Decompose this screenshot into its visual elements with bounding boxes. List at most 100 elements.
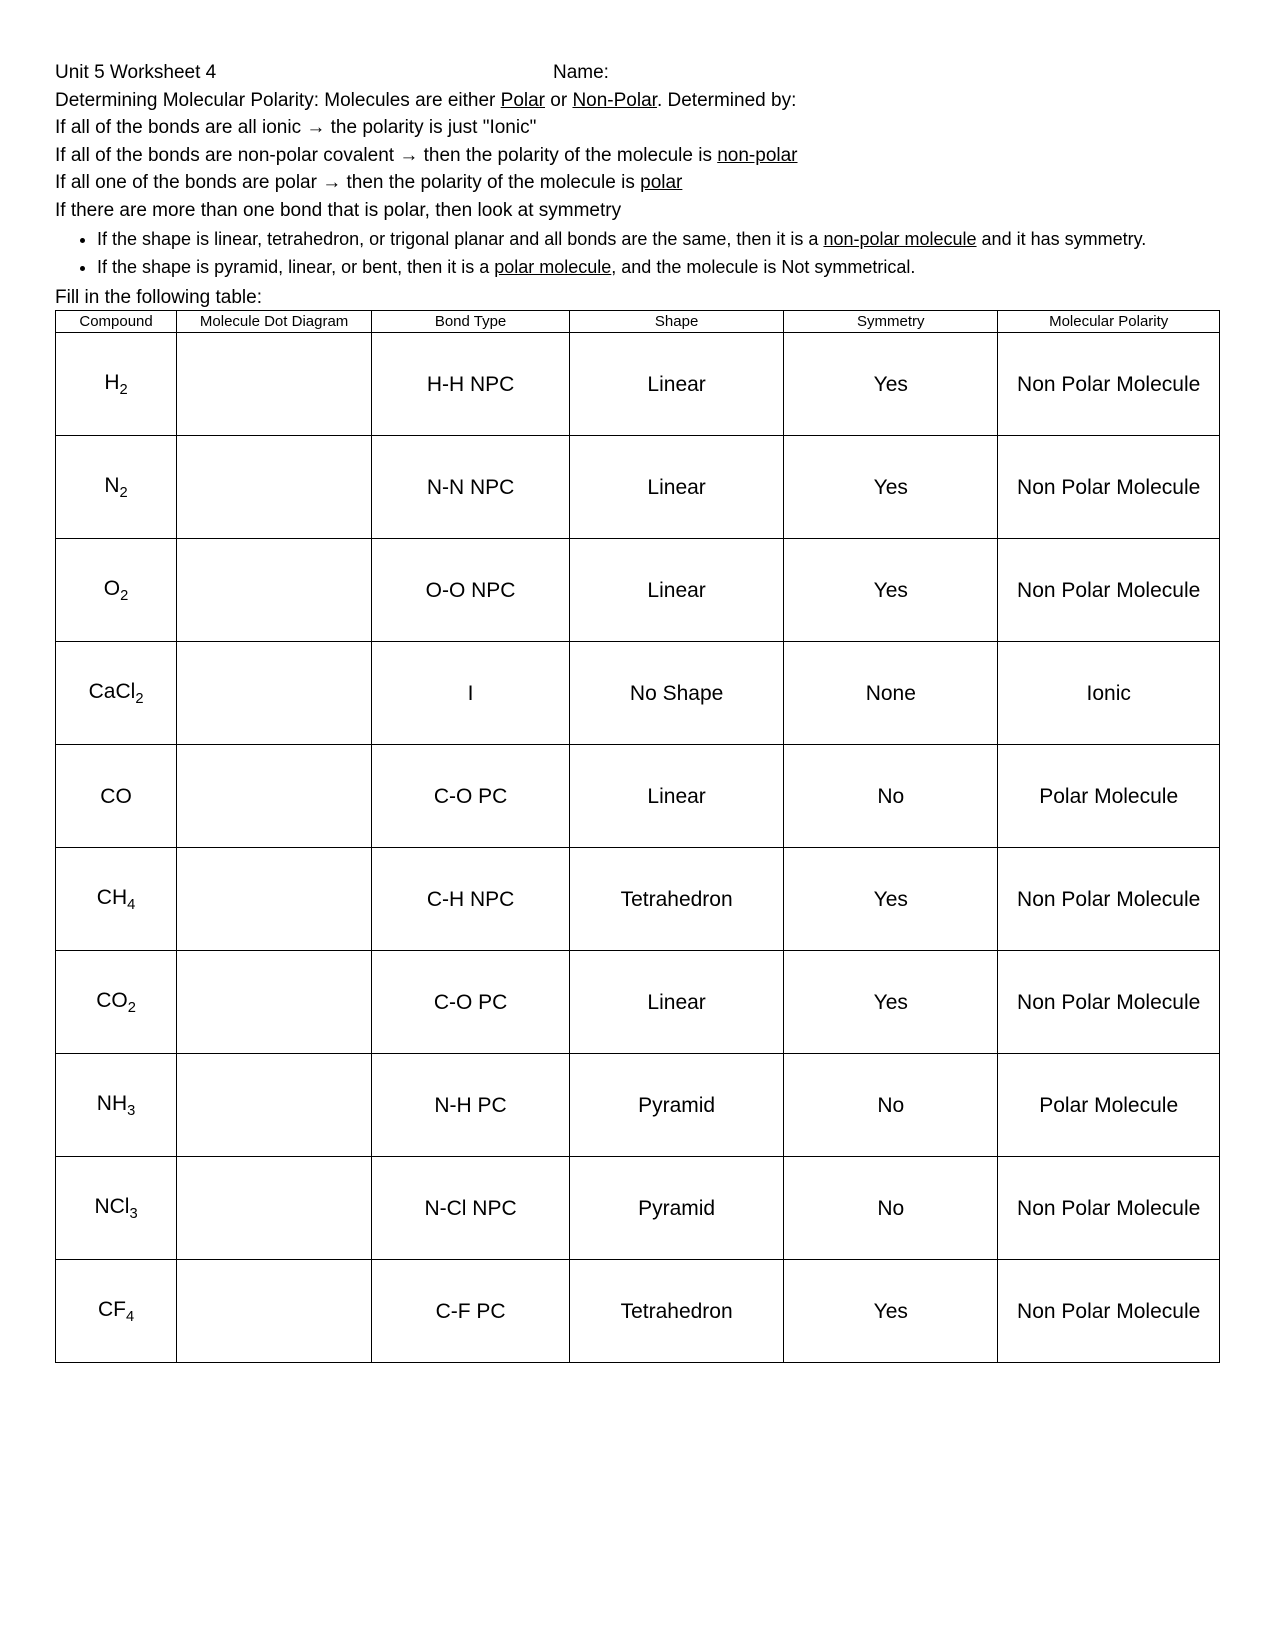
cell-dot-diagram (177, 333, 372, 436)
cell-symmetry: No (784, 1157, 998, 1260)
line1-pre: Determining Molecular Polarity: Molecule… (55, 90, 501, 111)
cell-dot-diagram (177, 436, 372, 539)
cell-polarity: Polar Molecule (998, 1054, 1220, 1157)
worksheet-header: Unit 5 Worksheet 4 Name: Determining Mol… (55, 60, 1220, 279)
cell-shape: Linear (570, 436, 784, 539)
line4-pre: If all one of the bonds are polar → then… (55, 172, 640, 193)
cell-bond-type: C-H NPC (372, 848, 570, 951)
table-row: H2H-H NPCLinearYesNon Polar Molecule (56, 333, 1220, 436)
cell-polarity: Polar Molecule (998, 745, 1220, 848)
line3-underline: non-polar (717, 145, 797, 166)
col-header-symmetry: Symmetry (784, 311, 998, 333)
cell-compound: H2 (56, 333, 177, 436)
bullet1-underline: non-polar molecule (823, 229, 976, 249)
cell-compound: CaCl2 (56, 642, 177, 745)
cell-shape: Pyramid (570, 1157, 784, 1260)
instruction-line-4: If all one of the bonds are polar → then… (55, 170, 1220, 197)
cell-dot-diagram (177, 951, 372, 1054)
cell-dot-diagram (177, 1054, 372, 1157)
cell-symmetry: Yes (784, 436, 998, 539)
cell-compound: CH4 (56, 848, 177, 951)
bullet-2: If the shape is pyramid, linear, or bent… (97, 255, 1220, 279)
table-row: CO C-O PCLinearNoPolar Molecule (56, 745, 1220, 848)
cell-shape: Tetrahedron (570, 848, 784, 951)
cell-polarity: Non Polar Molecule (998, 333, 1220, 436)
cell-compound: NCl3 (56, 1157, 177, 1260)
table-row: NCl3 N-Cl NPCPyramidNoNon Polar Molecule (56, 1157, 1220, 1260)
cell-compound: N2 (56, 436, 177, 539)
cell-symmetry: None (784, 642, 998, 745)
cell-polarity: Non Polar Molecule (998, 436, 1220, 539)
bullet1-post: and it has symmetry. (977, 229, 1147, 249)
cell-compound: CO2 (56, 951, 177, 1054)
bullet1-pre: If the shape is linear, tetrahedron, or … (97, 229, 823, 249)
cell-shape: No Shape (570, 642, 784, 745)
cell-symmetry: No (784, 1054, 998, 1157)
name-label: Name: (553, 60, 609, 87)
cell-bond-type: O-O NPC (372, 539, 570, 642)
table-row: O2 O-O NPCLinearYesNon Polar Molecule (56, 539, 1220, 642)
cell-shape: Linear (570, 951, 784, 1054)
instruction-line-3: If all of the bonds are non-polar covale… (55, 143, 1220, 170)
line1-or: or (545, 90, 572, 111)
col-header-compound: Compound (56, 311, 177, 333)
cell-bond-type: N-N NPC (372, 436, 570, 539)
table-body: H2H-H NPCLinearYesNon Polar MoleculeN2N-… (56, 333, 1220, 1363)
cell-dot-diagram (177, 1157, 372, 1260)
cell-dot-diagram (177, 539, 372, 642)
cell-bond-type: C-O PC (372, 745, 570, 848)
cell-bond-type: I (372, 642, 570, 745)
cell-dot-diagram (177, 1260, 372, 1363)
table-row: NH3N-H PCPyramidNoPolar Molecule (56, 1054, 1220, 1157)
col-header-shape: Shape (570, 311, 784, 333)
cell-compound: CF4 (56, 1260, 177, 1363)
worksheet-title: Unit 5 Worksheet 4 (55, 60, 553, 87)
line1-polar: Polar (501, 90, 545, 111)
table-row: CH4 C-H NPCTetrahedronYesNon Polar Molecu… (56, 848, 1220, 951)
col-header-bond: Bond Type (372, 311, 570, 333)
cell-bond-type: C-F PC (372, 1260, 570, 1363)
cell-bond-type: H-H NPC (372, 333, 570, 436)
cell-symmetry: Yes (784, 848, 998, 951)
cell-polarity: Non Polar Molecule (998, 848, 1220, 951)
line1-post: . Determined by: (657, 90, 796, 111)
table-row: N2 N-N NPCLinearYesNon Polar Molecule (56, 436, 1220, 539)
bullet2-underline: polar molecule (494, 257, 611, 277)
cell-symmetry: No (784, 745, 998, 848)
polarity-table: Compound Molecule Dot Diagram Bond Type … (55, 310, 1220, 1363)
cell-compound: NH3 (56, 1054, 177, 1157)
cell-polarity: Non Polar Molecule (998, 1260, 1220, 1363)
line4-underline: polar (640, 172, 682, 193)
cell-compound: CO (56, 745, 177, 848)
cell-bond-type: N-H PC (372, 1054, 570, 1157)
col-header-dot: Molecule Dot Diagram (177, 311, 372, 333)
cell-shape: Tetrahedron (570, 1260, 784, 1363)
table-row: CaCl2INo ShapeNoneIonic (56, 642, 1220, 745)
cell-compound: O2 (56, 539, 177, 642)
table-row: CF4 C-F PCTetrahedronYesNon Polar Molecul… (56, 1260, 1220, 1363)
fill-table-label: Fill in the following table: (55, 287, 1220, 309)
instruction-bullets: If the shape is linear, tetrahedron, or … (55, 227, 1220, 280)
instruction-line-5: If there are more than one bond that is … (55, 198, 1220, 225)
line1-nonpolar: Non-Polar (572, 90, 657, 111)
cell-shape: Linear (570, 745, 784, 848)
cell-dot-diagram (177, 642, 372, 745)
cell-bond-type: C-O PC (372, 951, 570, 1054)
cell-dot-diagram (177, 848, 372, 951)
cell-polarity: Non Polar Molecule (998, 1157, 1220, 1260)
bullet-1: If the shape is linear, tetrahedron, or … (97, 227, 1220, 251)
cell-symmetry: Yes (784, 539, 998, 642)
table-header-row: Compound Molecule Dot Diagram Bond Type … (56, 311, 1220, 333)
bullet2-pre: If the shape is pyramid, linear, or bent… (97, 257, 494, 277)
bullet2-post: , and the molecule is Not symmetrical. (611, 257, 915, 277)
cell-symmetry: Yes (784, 1260, 998, 1363)
cell-polarity: Non Polar Molecule (998, 951, 1220, 1054)
table-row: CO2C-O PCLinearYesNon Polar Molecule (56, 951, 1220, 1054)
line3-pre: If all of the bonds are non-polar covale… (55, 145, 717, 166)
cell-shape: Linear (570, 539, 784, 642)
cell-polarity: Non Polar Molecule (998, 539, 1220, 642)
col-header-polarity: Molecular Polarity (998, 311, 1220, 333)
instruction-line-2: If all of the bonds are all ionic → the … (55, 115, 1220, 142)
instruction-line-1: Determining Molecular Polarity: Molecule… (55, 88, 1220, 115)
cell-bond-type: N-Cl NPC (372, 1157, 570, 1260)
